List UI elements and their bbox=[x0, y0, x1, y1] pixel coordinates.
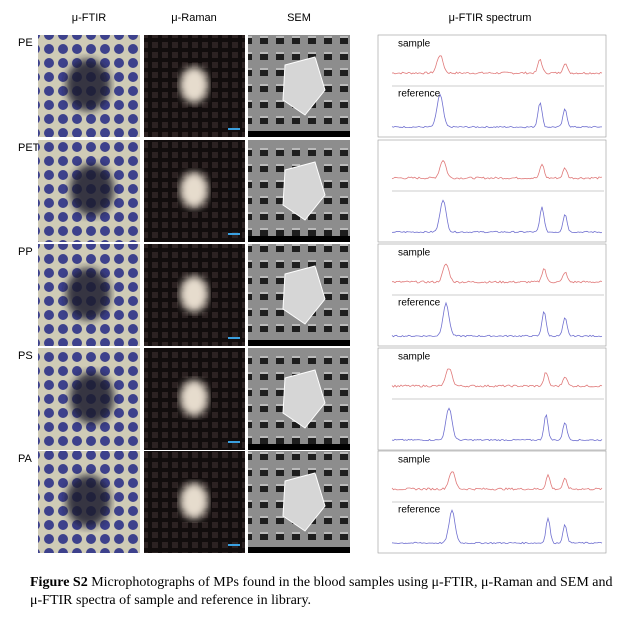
particle bbox=[180, 172, 208, 208]
spectrum-line bbox=[391, 509, 603, 545]
sem-footer bbox=[248, 547, 350, 553]
sem-footer bbox=[248, 236, 350, 242]
spectrum-line bbox=[391, 301, 603, 338]
sem-particle bbox=[282, 265, 326, 325]
particle-shadow bbox=[66, 268, 110, 320]
column-header: μ-FTIR bbox=[72, 12, 106, 24]
spectrum-label: sample bbox=[398, 248, 431, 259]
row-label: PS bbox=[18, 350, 33, 362]
spectrum-line bbox=[391, 93, 602, 129]
caption: Figure S2 Microphotographs of MPs found … bbox=[30, 574, 620, 610]
spectrum-line bbox=[391, 407, 603, 442]
spectrum-line bbox=[391, 55, 603, 75]
figure: μ-FTIR μ-Raman SEM μ-FTIR spectrum PE sample r… bbox=[18, 12, 607, 554]
particle bbox=[180, 380, 208, 416]
spectrum-label: reference bbox=[398, 89, 441, 100]
spectrum-label: sample bbox=[398, 39, 431, 50]
scale-bar bbox=[228, 337, 240, 339]
spectrum-label: reference bbox=[398, 505, 441, 516]
column-header: μ-Raman bbox=[171, 12, 216, 24]
caption-label: Figure S2 bbox=[30, 575, 88, 590]
sem-particle bbox=[282, 56, 326, 116]
row-label: PET bbox=[18, 142, 40, 154]
spectrum-line bbox=[392, 263, 603, 284]
row-label: PP bbox=[18, 246, 33, 258]
sem-particle bbox=[282, 369, 326, 429]
sem-footer bbox=[248, 340, 350, 346]
spectrum-line bbox=[391, 159, 603, 180]
sem-particle bbox=[282, 161, 326, 221]
particle bbox=[180, 276, 208, 312]
scale-bar bbox=[228, 544, 240, 546]
column-header: SEM bbox=[287, 12, 311, 24]
spectrum-label: reference bbox=[398, 298, 441, 309]
row-label: PA bbox=[18, 453, 33, 465]
particle-shadow bbox=[70, 372, 114, 424]
scale-bar bbox=[228, 233, 240, 235]
spectrum-line bbox=[391, 471, 603, 491]
sem-footer bbox=[248, 444, 350, 450]
particle bbox=[180, 67, 208, 103]
row-label: PE bbox=[18, 37, 33, 49]
sem-footer bbox=[248, 131, 350, 137]
particle-shadow bbox=[66, 475, 110, 527]
spectrum-label: sample bbox=[398, 455, 431, 466]
particle-shadow bbox=[70, 164, 114, 216]
caption-text: Microphotographs of MPs found in the blo… bbox=[30, 575, 613, 608]
scale-bar bbox=[228, 128, 240, 130]
spectrum-line bbox=[391, 368, 603, 388]
spectrum-label: sample bbox=[398, 352, 431, 363]
particle-shadow bbox=[66, 59, 110, 111]
spectrum-line bbox=[391, 199, 603, 234]
sem-particle bbox=[282, 472, 326, 532]
scale-bar bbox=[228, 441, 240, 443]
particle bbox=[180, 483, 208, 519]
column-header: μ-FTIR spectrum bbox=[449, 12, 532, 24]
